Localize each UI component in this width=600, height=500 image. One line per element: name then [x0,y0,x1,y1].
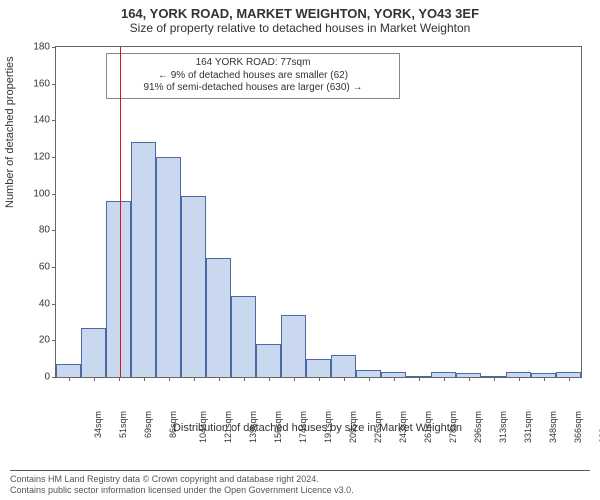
histogram-bar [331,355,356,377]
reference-line [120,47,121,377]
histogram-bar [281,315,306,377]
y-tick-mark [52,157,56,158]
x-tick-mark [144,377,145,381]
x-tick-mark [369,377,370,381]
y-tick-label: 80 [20,225,50,236]
y-tick-mark [52,230,56,231]
x-tick-mark [494,377,495,381]
y-tick-label: 0 [20,372,50,383]
histogram-bar [56,364,81,377]
x-tick-mark [219,377,220,381]
histogram-bar [256,344,281,377]
y-tick-label: 180 [20,42,50,53]
x-tick-mark [119,377,120,381]
y-tick-label: 100 [20,188,50,199]
plot-area: 164 YORK ROAD: 77sqm ← 9% of detached ho… [55,46,582,378]
x-tick-mark [269,377,270,381]
y-tick-mark [52,194,56,195]
y-tick-label: 40 [20,298,50,309]
y-tick-mark [52,47,56,48]
y-tick-mark [52,340,56,341]
x-tick-mark [169,377,170,381]
histogram-bar [356,370,381,377]
x-tick-mark [519,377,520,381]
x-tick-mark [444,377,445,381]
x-tick-mark [344,377,345,381]
x-tick-mark [469,377,470,381]
x-tick-mark [544,377,545,381]
x-tick-mark [294,377,295,381]
histogram-bar [306,359,331,377]
y-tick-label: 160 [20,78,50,89]
x-tick-mark [319,377,320,381]
chart-title-main: 164, YORK ROAD, MARKET WEIGHTON, YORK, Y… [0,0,600,21]
histogram-bar [206,258,231,377]
histogram-bar [131,142,156,377]
chart-title-sub: Size of property relative to detached ho… [0,21,600,39]
histogram-bar [156,157,181,377]
x-tick-mark [69,377,70,381]
footer-line1: Contains HM Land Registry data © Crown c… [10,474,590,485]
y-tick-label: 60 [20,262,50,273]
chart-container: Number of detached properties 164 YORK R… [0,38,600,438]
histogram-bar [181,196,206,378]
footer-line2: Contains public sector information licen… [10,485,590,496]
x-tick-mark [194,377,195,381]
y-axis-label: Number of detached properties [4,56,16,208]
annotation-line3: 91% of semi-detached houses are larger (… [113,82,393,95]
y-tick-label: 120 [20,152,50,163]
y-tick-mark [52,120,56,121]
annotation-box: 164 YORK ROAD: 77sqm ← 9% of detached ho… [106,53,400,99]
histogram-bar [231,296,256,377]
y-tick-mark [52,377,56,378]
y-tick-label: 140 [20,115,50,126]
annotation-line1: 164 YORK ROAD: 77sqm [113,57,393,70]
y-tick-mark [52,304,56,305]
x-tick-mark [94,377,95,381]
x-tick-mark [244,377,245,381]
footer-attribution: Contains HM Land Registry data © Crown c… [10,470,590,496]
y-tick-mark [52,84,56,85]
histogram-bar [106,201,131,377]
annotation-line2: ← 9% of detached houses are smaller (62) [113,70,393,83]
x-tick-mark [394,377,395,381]
x-axis-label: Distribution of detached houses by size … [55,422,580,434]
y-tick-label: 20 [20,335,50,346]
x-tick-mark [569,377,570,381]
histogram-bar [81,328,106,378]
x-tick-mark [419,377,420,381]
y-tick-mark [52,267,56,268]
